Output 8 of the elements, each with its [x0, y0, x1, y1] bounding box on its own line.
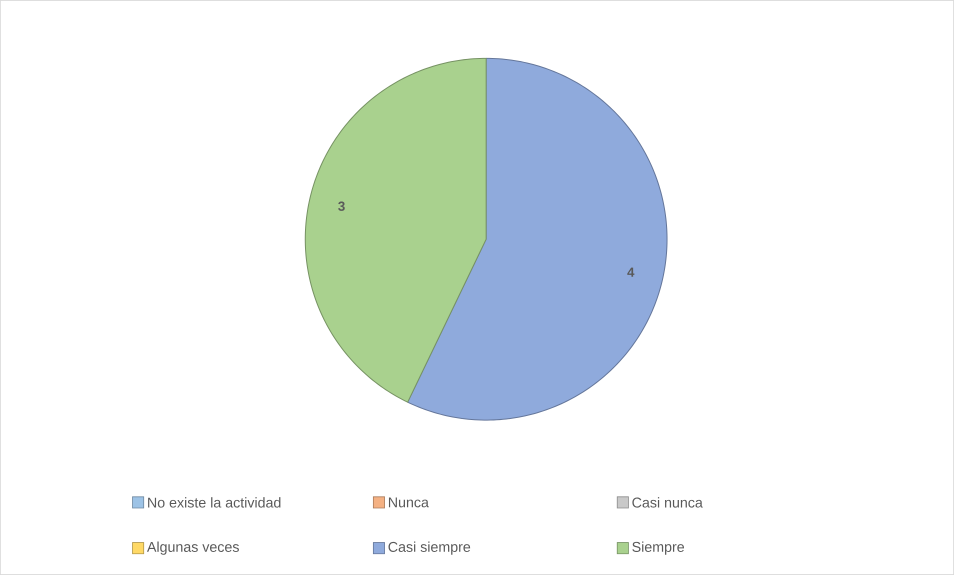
legend-label: Algunas veces: [146, 542, 239, 555]
legend-label: Casi nunca: [632, 497, 703, 508]
legend-label: Nunca: [388, 497, 429, 508]
legend-label: Casi siempre: [388, 542, 470, 555]
data-label: 4: [627, 268, 634, 277]
legend-label: No existe la actividad: [148, 497, 280, 508]
legend-label: Siempre: [632, 542, 684, 555]
data-label: 3: [338, 202, 345, 211]
